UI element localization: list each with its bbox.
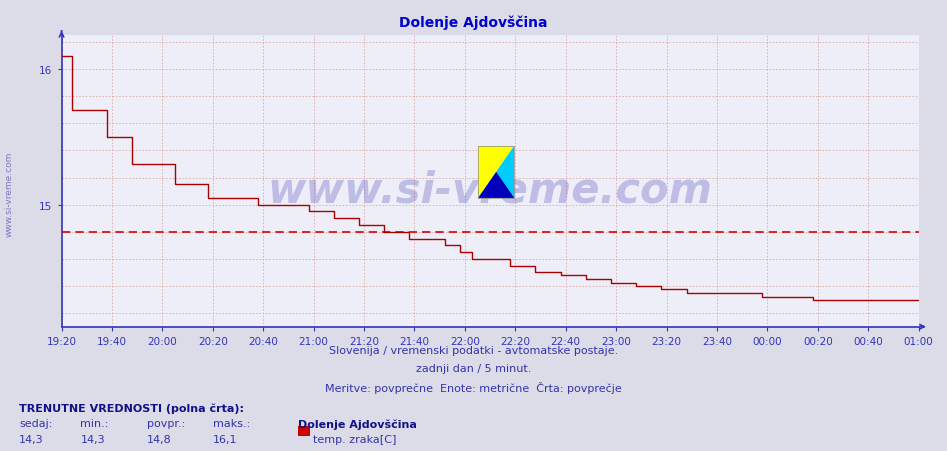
Polygon shape xyxy=(478,147,514,198)
Text: 16,1: 16,1 xyxy=(213,434,238,444)
Text: Dolenje Ajdovščina: Dolenje Ajdovščina xyxy=(298,419,418,429)
Text: www.si-vreme.com: www.si-vreme.com xyxy=(5,152,14,236)
Text: zadnji dan / 5 minut.: zadnji dan / 5 minut. xyxy=(416,363,531,373)
Polygon shape xyxy=(478,147,514,198)
Text: 14,3: 14,3 xyxy=(19,434,44,444)
Text: Dolenje Ajdovščina: Dolenje Ajdovščina xyxy=(400,16,547,30)
Text: temp. zraka[C]: temp. zraka[C] xyxy=(313,434,396,444)
Polygon shape xyxy=(478,172,514,198)
Text: 14,8: 14,8 xyxy=(147,434,171,444)
Text: Meritve: povprečne  Enote: metrične  Črta: povprečje: Meritve: povprečne Enote: metrične Črta:… xyxy=(325,381,622,393)
Text: Slovenija / vremenski podatki - avtomatske postaje.: Slovenija / vremenski podatki - avtomats… xyxy=(329,345,618,355)
Text: www.si-vreme.com: www.si-vreme.com xyxy=(268,169,712,211)
Text: min.:: min.: xyxy=(80,419,109,428)
Text: maks.:: maks.: xyxy=(213,419,250,428)
Text: TRENUTNE VREDNOSTI (polna črta):: TRENUTNE VREDNOSTI (polna črta): xyxy=(19,402,244,413)
Text: povpr.:: povpr.: xyxy=(147,419,185,428)
Text: 14,3: 14,3 xyxy=(80,434,105,444)
Text: sedaj:: sedaj: xyxy=(19,419,52,428)
